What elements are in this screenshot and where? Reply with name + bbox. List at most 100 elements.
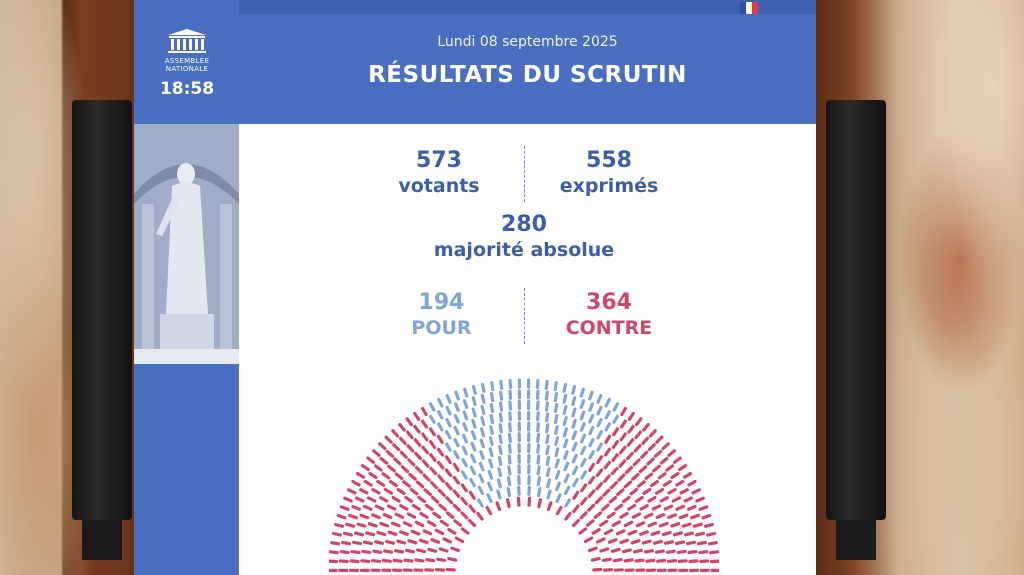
seat-pour	[596, 417, 603, 428]
seat-contre	[617, 473, 626, 482]
seat-pour	[536, 454, 541, 465]
seat-contre	[635, 417, 643, 427]
seat-pour	[488, 458, 494, 469]
seat-pour	[488, 436, 494, 447]
seat-pour	[596, 394, 603, 404]
seat-contre	[662, 479, 672, 487]
seat-pour	[478, 461, 485, 472]
seat-contre	[376, 531, 387, 537]
seat-contre	[350, 550, 361, 555]
seat-contre	[405, 417, 413, 427]
stat-divider-top	[524, 146, 525, 202]
seat-contre	[635, 521, 646, 528]
seat-contre	[647, 443, 656, 452]
seat-contre	[601, 557, 612, 562]
seat-contre	[460, 496, 468, 506]
seat-contre	[339, 505, 350, 511]
seat-pour	[545, 434, 550, 445]
seat-pour	[544, 401, 549, 412]
seat-contre	[667, 487, 677, 495]
seat-pour	[480, 404, 486, 416]
seat-contre	[356, 522, 367, 528]
seat-contre	[681, 522, 692, 528]
seat-pour	[554, 458, 560, 469]
seat-contre	[417, 495, 427, 504]
seat-contre	[419, 512, 429, 519]
seat-contre	[667, 449, 676, 457]
seat-contre	[398, 436, 407, 446]
seat-contre	[385, 449, 395, 458]
seat-contre	[420, 406, 428, 417]
seat-contre	[588, 462, 596, 472]
seat-contre	[351, 505, 361, 511]
seat-pour	[477, 485, 485, 496]
seat-contre	[603, 460, 611, 470]
seat-pour	[612, 414, 620, 424]
seat-pour	[536, 421, 540, 433]
seat-pour	[553, 402, 559, 414]
seat-contre	[687, 479, 697, 487]
seat-contre	[414, 451, 423, 461]
seat-pour	[545, 455, 551, 467]
seat-contre	[428, 439, 437, 450]
page-title: RÉSULTATS DU SCRUTIN	[368, 62, 687, 88]
seat-contre	[631, 512, 642, 519]
seat-pour	[471, 407, 477, 418]
seat-contre	[587, 489, 596, 498]
seat-contre	[630, 539, 641, 545]
seat-pour	[507, 465, 512, 476]
seat-contre	[390, 521, 401, 528]
seat-contre	[632, 458, 641, 467]
seat-contre	[365, 531, 376, 537]
seat-contre	[621, 495, 631, 504]
seat-contre	[355, 496, 365, 503]
seat-contre	[701, 514, 712, 520]
seat-contre	[629, 487, 639, 496]
seat-contre	[671, 496, 682, 503]
seat-contre	[407, 458, 416, 467]
seat-pour	[555, 481, 561, 492]
seat-contre	[670, 471, 680, 480]
seat-pour	[604, 397, 611, 408]
seat-contre	[572, 504, 580, 514]
seat-pour	[572, 477, 579, 488]
seat-contre	[442, 537, 453, 544]
seat-contre	[696, 540, 707, 546]
seat-contre	[404, 495, 414, 503]
seat-contre	[427, 547, 438, 553]
seat-pour	[545, 423, 550, 434]
seat-pour	[508, 378, 513, 390]
seat-contre	[468, 519, 477, 528]
seat-pour	[507, 432, 512, 443]
seat-contre	[578, 527, 588, 535]
seat-pour	[588, 425, 595, 436]
seat-contre	[615, 529, 626, 536]
seat-contre	[564, 511, 572, 521]
seat-contre	[646, 457, 655, 466]
seat-contre	[414, 465, 424, 475]
seat-pour	[553, 392, 559, 403]
seat-contre	[423, 488, 432, 496]
seat-contre	[428, 427, 436, 437]
seat-contre	[655, 513, 666, 519]
seat-contre	[647, 521, 658, 528]
seat-contre	[642, 487, 652, 495]
seat-contre	[368, 471, 378, 480]
seat-contre	[608, 495, 618, 504]
seat-contre	[599, 519, 609, 527]
seat-contre	[627, 503, 637, 511]
seat-contre	[638, 465, 648, 474]
seat-contre	[596, 537, 606, 544]
seat-pour	[555, 493, 562, 503]
results-screen: ASSEMBLÉE NATIONALE 18:58 Lundi 08	[134, 0, 816, 575]
seat-contre	[687, 550, 698, 555]
seat-contre	[627, 529, 638, 536]
seat-contre	[654, 549, 665, 554]
seat-contre	[447, 557, 458, 562]
seat-contre	[444, 455, 452, 465]
seat-contre	[421, 445, 430, 455]
seat-pour	[470, 430, 477, 441]
seat-contre	[468, 504, 476, 514]
seat-contre	[439, 519, 449, 527]
seat-contre	[383, 549, 394, 554]
